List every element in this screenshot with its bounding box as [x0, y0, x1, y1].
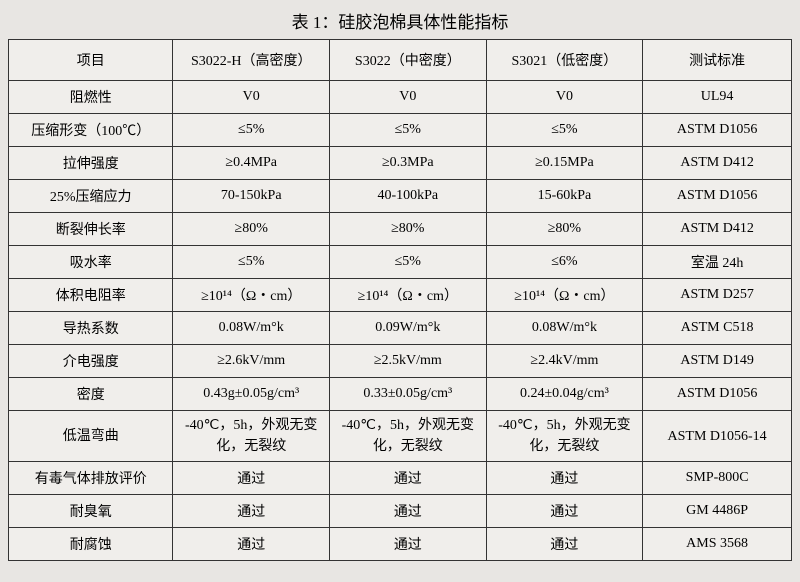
cell-c2: ≤5% [330, 246, 487, 279]
cell-item: 低温弯曲 [9, 411, 173, 462]
cell-item: 介电强度 [9, 345, 173, 378]
cell-c3: 通过 [486, 495, 643, 528]
cell-c2: 通过 [330, 495, 487, 528]
cell-std: SMP-800C [643, 462, 792, 495]
table-row: 导热系数0.08W/m°k0.09W/m°k0.08W/m°kASTM C518 [9, 312, 792, 345]
cell-c2: V0 [330, 81, 487, 114]
cell-c1: 通过 [173, 462, 330, 495]
cell-c3: ≥2.4kV/mm [486, 345, 643, 378]
table-title: 表 1：硅胶泡棉具体性能指标 [8, 8, 792, 33]
table-row: 拉伸强度≥0.4MPa≥0.3MPa≥0.15MPaASTM D412 [9, 147, 792, 180]
cell-c3: ≥80% [486, 213, 643, 246]
cell-c2: 0.33±0.05g/cm³ [330, 378, 487, 411]
cell-c1: 70-150kPa [173, 180, 330, 213]
cell-c3: ≥0.15MPa [486, 147, 643, 180]
cell-std: ASTM D257 [643, 279, 792, 312]
col-header-c2: S3022（中密度） [330, 40, 487, 81]
cell-std: 室温 24h [643, 246, 792, 279]
cell-std: AMS 3568 [643, 528, 792, 561]
cell-c1: 通过 [173, 495, 330, 528]
cell-c3: 通过 [486, 462, 643, 495]
table-row: 吸水率≤5%≤5%≤6%室温 24h [9, 246, 792, 279]
cell-std: ASTM C518 [643, 312, 792, 345]
cell-c1: V0 [173, 81, 330, 114]
cell-item: 吸水率 [9, 246, 173, 279]
cell-c1: ≥10¹⁴（Ω・cm） [173, 279, 330, 312]
table-row: 断裂伸长率≥80%≥80%≥80%ASTM D412 [9, 213, 792, 246]
cell-std: ASTM D1056-14 [643, 411, 792, 462]
cell-c1: 0.43g±0.05g/cm³ [173, 378, 330, 411]
table-header-row: 项目 S3022-H（高密度） S3022（中密度） S3021（低密度） 测试… [9, 40, 792, 81]
cell-c1: 通过 [173, 528, 330, 561]
cell-std: UL94 [643, 81, 792, 114]
cell-c2: 通过 [330, 462, 487, 495]
cell-c2: ≤5% [330, 114, 487, 147]
cell-c2: 0.09W/m°k [330, 312, 487, 345]
cell-item: 压缩形变（100℃） [9, 114, 173, 147]
cell-item: 断裂伸长率 [9, 213, 173, 246]
cell-item: 拉伸强度 [9, 147, 173, 180]
cell-item: 阻燃性 [9, 81, 173, 114]
cell-c3: 通过 [486, 528, 643, 561]
cell-item: 耐臭氧 [9, 495, 173, 528]
cell-std: ASTM D149 [643, 345, 792, 378]
cell-c3: ≥10¹⁴（Ω・cm） [486, 279, 643, 312]
cell-c1: 0.08W/m°k [173, 312, 330, 345]
table-row: 密度0.43g±0.05g/cm³0.33±0.05g/cm³0.24±0.04… [9, 378, 792, 411]
table-row: 耐腐蚀通过通过通过AMS 3568 [9, 528, 792, 561]
cell-c3: 0.24±0.04g/cm³ [486, 378, 643, 411]
col-header-item: 项目 [9, 40, 173, 81]
cell-c2: -40℃，5h，外观无变化，无裂纹 [330, 411, 487, 462]
cell-c1: ≥80% [173, 213, 330, 246]
cell-c3: -40℃，5h，外观无变化，无裂纹 [486, 411, 643, 462]
cell-std: ASTM D1056 [643, 180, 792, 213]
table-row: 体积电阻率≥10¹⁴（Ω・cm）≥10¹⁴（Ω・cm）≥10¹⁴（Ω・cm）AS… [9, 279, 792, 312]
table-row: 低温弯曲-40℃，5h，外观无变化，无裂纹-40℃，5h，外观无变化，无裂纹-4… [9, 411, 792, 462]
spec-table: 项目 S3022-H（高密度） S3022（中密度） S3021（低密度） 测试… [8, 39, 792, 561]
cell-item: 体积电阻率 [9, 279, 173, 312]
table-row: 耐臭氧通过通过通过GM 4486P [9, 495, 792, 528]
cell-c1: ≤5% [173, 114, 330, 147]
cell-c2: ≥0.3MPa [330, 147, 487, 180]
cell-item: 耐腐蚀 [9, 528, 173, 561]
cell-std: ASTM D1056 [643, 378, 792, 411]
cell-c2: ≥80% [330, 213, 487, 246]
table-row: 介电强度≥2.6kV/mm≥2.5kV/mm≥2.4kV/mmASTM D149 [9, 345, 792, 378]
cell-c3: 15-60kPa [486, 180, 643, 213]
col-header-std: 测试标准 [643, 40, 792, 81]
cell-std: ASTM D1056 [643, 114, 792, 147]
cell-item: 有毒气体排放评价 [9, 462, 173, 495]
cell-item: 导热系数 [9, 312, 173, 345]
cell-c2: 40-100kPa [330, 180, 487, 213]
cell-c2: 通过 [330, 528, 487, 561]
cell-c3: ≤5% [486, 114, 643, 147]
table-row: 压缩形变（100℃）≤5%≤5%≤5%ASTM D1056 [9, 114, 792, 147]
cell-c2: ≥2.5kV/mm [330, 345, 487, 378]
cell-c3: 0.08W/m°k [486, 312, 643, 345]
cell-item: 25%压缩应力 [9, 180, 173, 213]
cell-c1: -40℃，5h，外观无变化，无裂纹 [173, 411, 330, 462]
cell-c3: ≤6% [486, 246, 643, 279]
cell-c1: ≥0.4MPa [173, 147, 330, 180]
table-row: 阻燃性V0V0V0UL94 [9, 81, 792, 114]
table-row: 有毒气体排放评价通过通过通过SMP-800C [9, 462, 792, 495]
table-body: 阻燃性V0V0V0UL94压缩形变（100℃）≤5%≤5%≤5%ASTM D10… [9, 81, 792, 561]
table-row: 25%压缩应力70-150kPa40-100kPa15-60kPaASTM D1… [9, 180, 792, 213]
cell-std: ASTM D412 [643, 213, 792, 246]
cell-c3: V0 [486, 81, 643, 114]
cell-item: 密度 [9, 378, 173, 411]
cell-c2: ≥10¹⁴（Ω・cm） [330, 279, 487, 312]
cell-std: GM 4486P [643, 495, 792, 528]
cell-c1: ≥2.6kV/mm [173, 345, 330, 378]
cell-std: ASTM D412 [643, 147, 792, 180]
col-header-c3: S3021（低密度） [486, 40, 643, 81]
cell-c1: ≤5% [173, 246, 330, 279]
col-header-c1: S3022-H（高密度） [173, 40, 330, 81]
